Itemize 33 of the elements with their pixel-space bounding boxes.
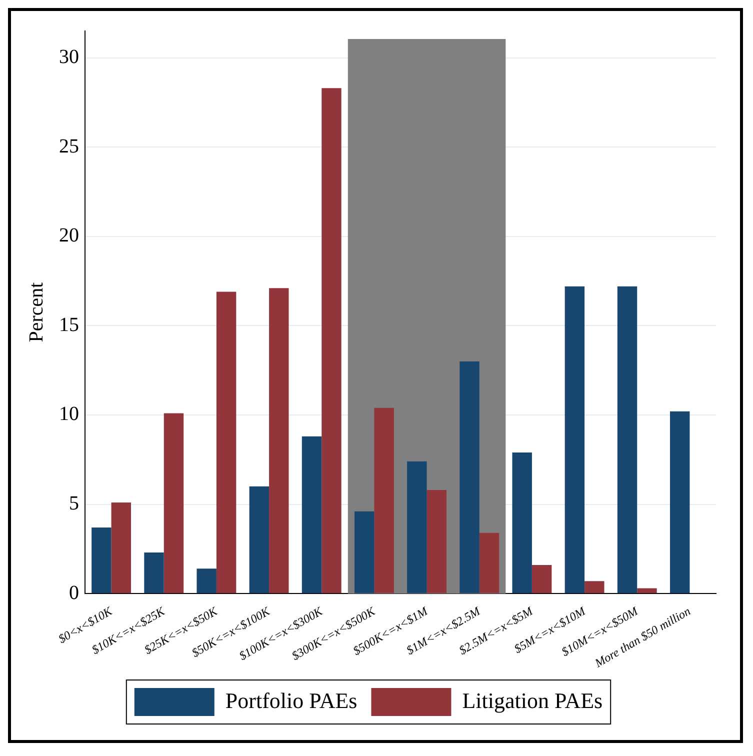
bar [564, 286, 585, 594]
bar [670, 411, 690, 594]
y-tick-label: 25 [59, 135, 79, 158]
legend-label: Portfolio PAEs [225, 688, 358, 713]
bar [617, 286, 638, 594]
bar [532, 565, 552, 594]
bar [269, 288, 289, 594]
y-tick-label: 5 [69, 492, 79, 515]
y-tick-label: 15 [59, 314, 79, 336]
legend-label: Litigation PAEs [462, 688, 603, 713]
bar [144, 552, 164, 594]
y-tick-label: 20 [59, 224, 79, 247]
y-axis-title: Percent [25, 282, 48, 342]
bar [249, 486, 270, 594]
bar [164, 413, 184, 594]
bar [92, 528, 112, 594]
bar [584, 581, 604, 594]
bar [479, 532, 500, 594]
bar [302, 436, 322, 594]
bar [637, 588, 657, 594]
bar [426, 490, 447, 594]
y-tick-label: 10 [59, 403, 79, 426]
bar [512, 452, 532, 594]
y-tick-label: 30 [59, 46, 79, 68]
bar [374, 408, 394, 594]
y-tick-label: 0 [69, 582, 79, 604]
bar [322, 88, 342, 594]
bar [216, 292, 236, 594]
bar [111, 502, 132, 594]
bar [196, 568, 216, 594]
bar [354, 511, 374, 594]
bar [460, 361, 480, 594]
bar [407, 461, 427, 594]
